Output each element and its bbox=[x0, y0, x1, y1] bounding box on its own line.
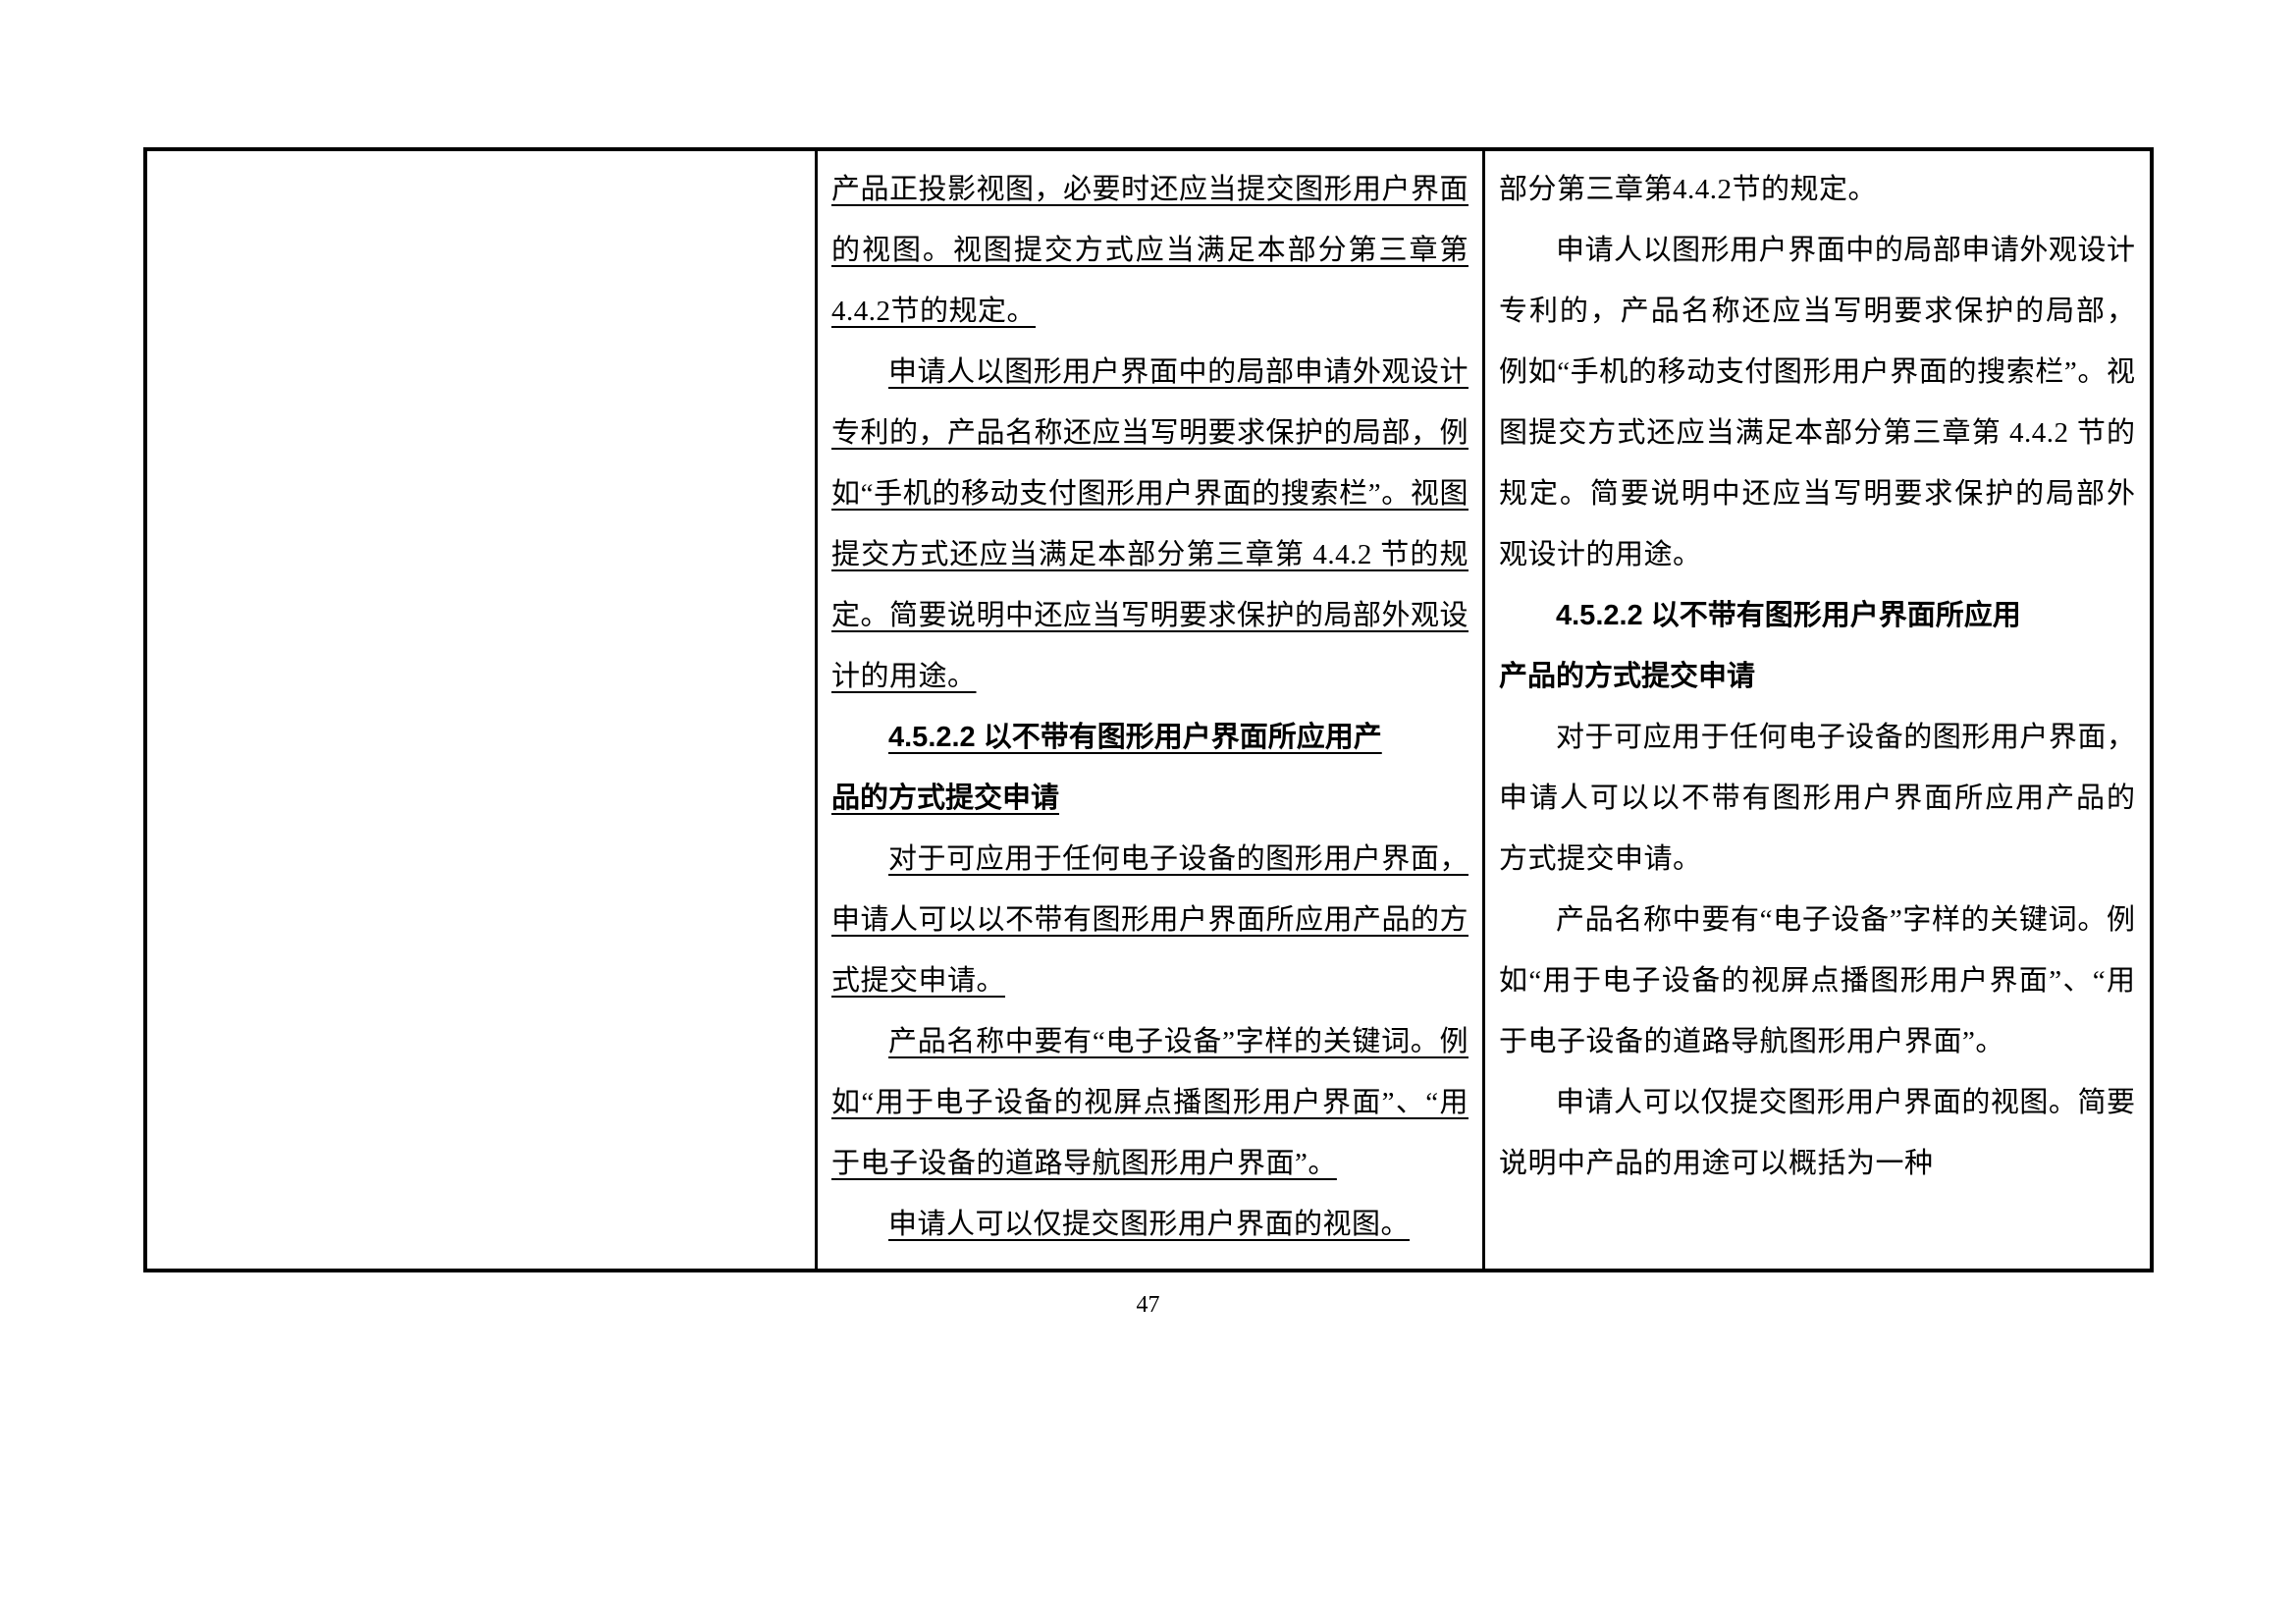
right-heading-line1: 4.5.2.2 以不带有图形用户界面所应用 bbox=[1499, 585, 2136, 646]
mid-para-5: 申请人可以仅提交图形用户界面的视图。 bbox=[831, 1194, 1468, 1255]
table-cell-right: 部分第三章第4.4.2节的规定。 申请人以图形用户界面中的局部申请外观设计专利的… bbox=[1484, 149, 2152, 1271]
mid-para-2: 申请人以图形用户界面中的局部申请外观设计专利的，产品名称还应当写明要求保护的局部… bbox=[831, 342, 1468, 707]
mid-para-3: 对于可应用于任何电子设备的图形用户界面，申请人可以以不带有图形用户界面所应用产品… bbox=[831, 829, 1468, 1011]
table-cell-middle: 产品正投影视图，必要时还应当提交图形用户界面的视图。视图提交方式应当满足本部分第… bbox=[817, 149, 1484, 1271]
right-para-1: 部分第三章第4.4.2节的规定。 bbox=[1499, 159, 2136, 220]
comparison-table: 产品正投影视图，必要时还应当提交图形用户界面的视图。视图提交方式应当满足本部分第… bbox=[143, 147, 2154, 1272]
mid-para-4: 产品名称中要有“电子设备”字样的关键词。例如“用于电子设备的视屏点播图形用户界面… bbox=[831, 1011, 1468, 1194]
right-para-5: 申请人可以仅提交图形用户界面的视图。简要说明中产品的用途可以概括为一种 bbox=[1499, 1072, 2136, 1194]
mid-heading-line2: 品的方式提交申请 bbox=[831, 768, 1468, 829]
mid-heading-line1: 4.5.2.2 以不带有图形用户界面所应用产 bbox=[831, 707, 1468, 768]
right-heading-line2: 产品的方式提交申请 bbox=[1499, 646, 2136, 707]
right-para-3: 对于可应用于任何电子设备的图形用户界面，申请人可以以不带有图形用户界面所应用产品… bbox=[1499, 707, 2136, 890]
table-cell-left bbox=[145, 149, 817, 1271]
right-para-2: 申请人以图形用户界面中的局部申请外观设计专利的，产品名称还应当写明要求保护的局部… bbox=[1499, 220, 2136, 585]
page-number: 47 bbox=[0, 1292, 2296, 1319]
mid-para-1: 产品正投影视图，必要时还应当提交图形用户界面的视图。视图提交方式应当满足本部分第… bbox=[831, 159, 1468, 342]
right-para-4: 产品名称中要有“电子设备”字样的关键词。例如“用于电子设备的视屏点播图形用户界面… bbox=[1499, 890, 2136, 1072]
